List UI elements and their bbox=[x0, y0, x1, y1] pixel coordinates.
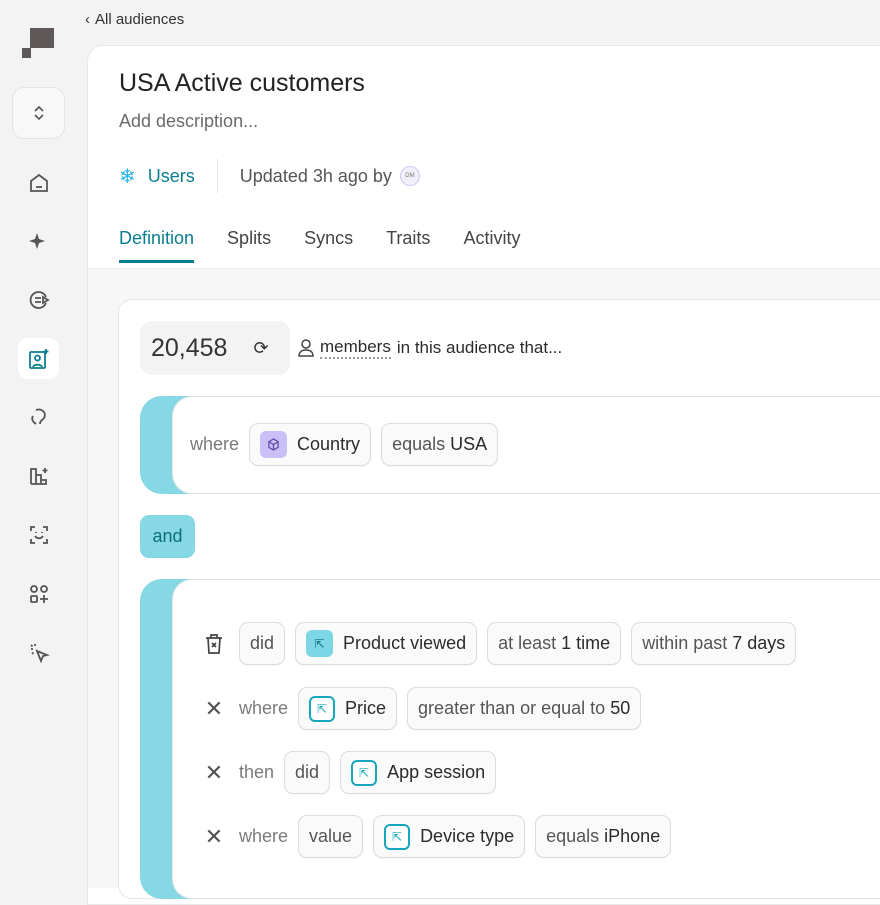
sidebar-item-analytics[interactable] bbox=[18, 455, 59, 496]
sidebar-item-ai[interactable] bbox=[18, 220, 59, 261]
operator-pill[interactable]: equals iPhone bbox=[535, 815, 672, 858]
sidebar-item-home[interactable] bbox=[18, 162, 59, 203]
apps-add-icon bbox=[29, 584, 48, 603]
property-pill[interactable]: Country bbox=[249, 423, 372, 466]
event-pill[interactable]: ⇱ Product viewed bbox=[295, 622, 478, 665]
logo bbox=[22, 28, 54, 58]
cursor-click-icon bbox=[29, 643, 50, 663]
trash-icon[interactable] bbox=[203, 633, 225, 655]
sidebar-item-identity[interactable] bbox=[18, 514, 59, 555]
chevron-up-down-icon bbox=[33, 105, 44, 121]
tab-splits[interactable]: Splits bbox=[227, 228, 272, 248]
sidebar-item-audiences[interactable] bbox=[18, 338, 59, 379]
did-pill[interactable]: did bbox=[284, 751, 331, 794]
event-pill[interactable]: ⇱ App session bbox=[340, 751, 497, 794]
tab-definition[interactable]: Definition bbox=[119, 228, 195, 263]
back-link[interactable]: ‹ All audiences bbox=[85, 11, 185, 28]
cursor-click-icon: ⇱ bbox=[306, 630, 334, 657]
value-pill[interactable]: value bbox=[298, 815, 364, 858]
remove-icon[interactable]: ✕ bbox=[204, 823, 224, 849]
updated-text: Updated 3h ago by bbox=[239, 165, 392, 186]
cursor-click-icon: ⇱ bbox=[309, 695, 336, 722]
sidebar-item-apps[interactable] bbox=[18, 573, 59, 614]
tab-bar: Definition Splits Syncs Traits Activity bbox=[119, 228, 520, 263]
frequency-pill[interactable]: at least 1 time bbox=[487, 622, 622, 665]
members-link[interactable]: members bbox=[320, 337, 391, 359]
source-link[interactable]: ❄ Users bbox=[119, 165, 195, 188]
property-pill[interactable]: ⇱ Price bbox=[298, 687, 398, 730]
property-pill[interactable]: ⇱ Device type bbox=[373, 815, 526, 858]
audience-meta: ❄ Users Updated 3h ago by DM bbox=[119, 159, 420, 193]
sidebar-item-journeys[interactable] bbox=[18, 396, 59, 437]
members-summary: members in this audience that... bbox=[298, 337, 562, 359]
did-pill[interactable]: did bbox=[239, 622, 286, 665]
tab-activity[interactable]: Activity bbox=[463, 228, 521, 248]
remove-icon[interactable]: ✕ bbox=[204, 759, 224, 785]
audience-icon bbox=[28, 348, 48, 369]
condition-card: where Country equals USA bbox=[172, 396, 880, 494]
operator-pill[interactable]: equals USA bbox=[381, 423, 499, 466]
workspace-switcher[interactable] bbox=[12, 87, 65, 139]
cursor-click-icon: ⇱ bbox=[384, 823, 411, 850]
page-title[interactable]: USA Active customers bbox=[119, 69, 365, 97]
chart-add-icon bbox=[29, 467, 47, 485]
sidebar-item-events[interactable] bbox=[18, 632, 59, 673]
window-pill[interactable]: within past 7 days bbox=[631, 622, 797, 665]
sparkle-icon bbox=[28, 232, 45, 249]
refresh-icon[interactable]: ⟳ bbox=[253, 337, 269, 358]
play-list-icon bbox=[29, 290, 50, 309]
divider bbox=[216, 159, 218, 193]
snowflake-icon: ❄ bbox=[119, 165, 136, 188]
member-count: 20,458 ⟳ bbox=[140, 321, 290, 375]
cube-icon bbox=[260, 431, 288, 458]
event-condition-card: did ⇱ Product viewed at least 1 time withi… bbox=[172, 579, 880, 899]
operator-pill[interactable]: greater than or equal to 50 bbox=[407, 687, 642, 730]
chevron-left-icon: ‹ bbox=[85, 11, 90, 28]
user-icon bbox=[298, 339, 314, 357]
description-input[interactable]: Add description... bbox=[119, 111, 259, 131]
sidebar-item-playlist[interactable] bbox=[18, 279, 59, 320]
remove-icon[interactable]: ✕ bbox=[204, 695, 224, 721]
face-scan-icon bbox=[29, 525, 48, 544]
home-icon bbox=[29, 173, 48, 192]
journey-icon bbox=[30, 408, 46, 425]
and-operator[interactable]: and bbox=[140, 515, 195, 558]
avatar[interactable]: DM bbox=[399, 166, 420, 186]
tab-syncs[interactable]: Syncs bbox=[304, 228, 354, 248]
tab-traits[interactable]: Traits bbox=[386, 228, 431, 248]
where-label: where bbox=[190, 434, 240, 454]
cursor-click-icon: ⇱ bbox=[351, 759, 378, 786]
